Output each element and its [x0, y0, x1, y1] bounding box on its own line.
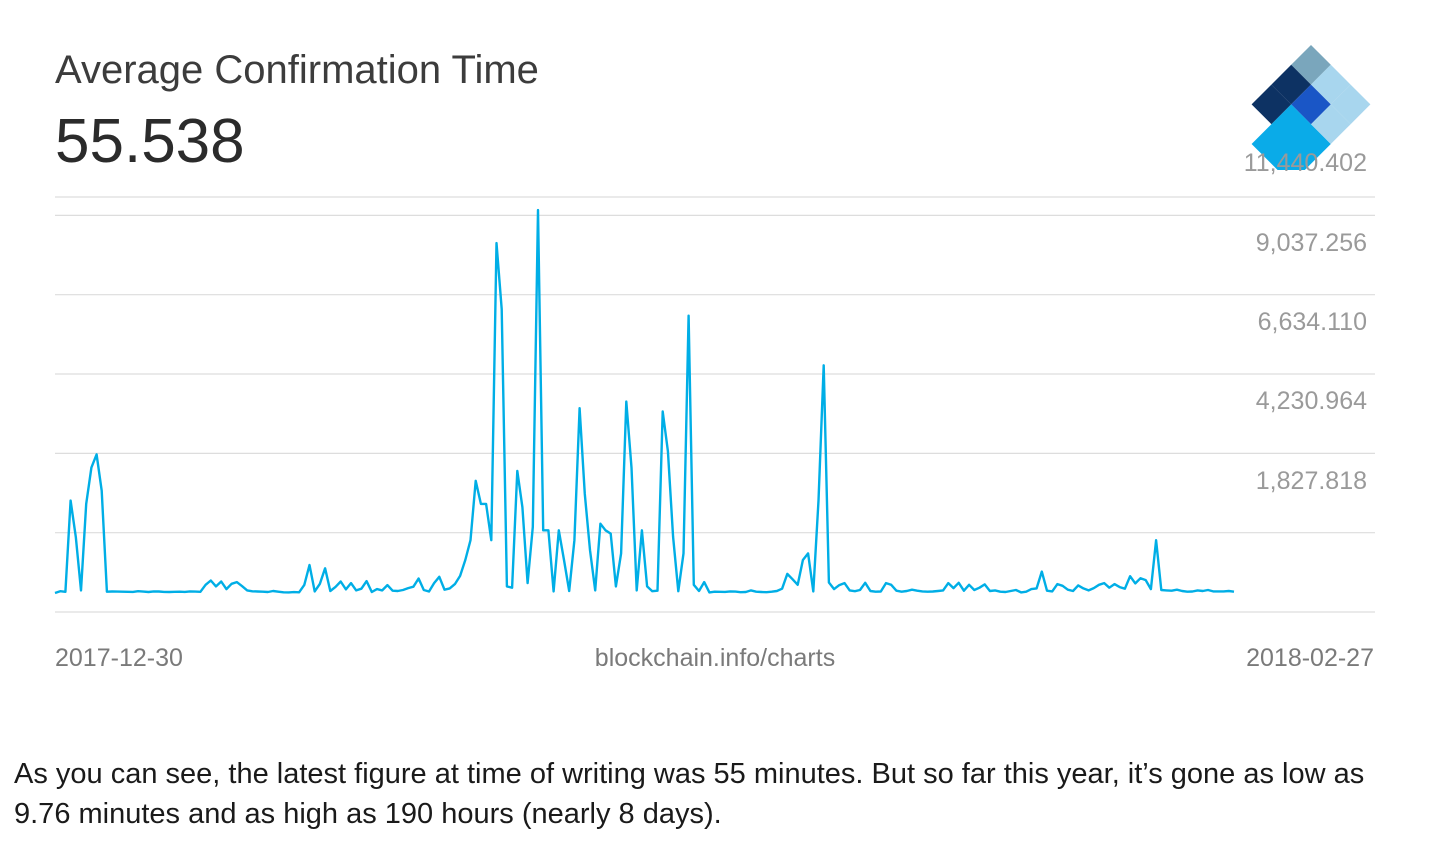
x-tick-label: 2018-02-27: [1246, 644, 1374, 672]
line-chart: [54, 196, 1375, 613]
y-tick-label: 4,230.964: [1255, 387, 1367, 416]
y-tick-label: 11,440.402: [1243, 149, 1367, 178]
logo-tile: [1330, 84, 1371, 125]
blockchain-diamond-logo-icon: [1251, 45, 1371, 170]
chart-source-label: blockchain.info/charts: [594, 644, 836, 672]
series-line: [54, 208, 1235, 595]
x-tick-label: 2017-12-30: [55, 644, 183, 672]
y-tick-label: 1,827.818: [1255, 466, 1367, 495]
y-tick-label: 9,037.256: [1255, 228, 1367, 257]
logo-tile: [1251, 84, 1292, 125]
y-tick-label: 6,634.110: [1257, 308, 1367, 337]
current-value: 55.538: [55, 107, 245, 176]
caption-text: As you can see, the latest figure at tim…: [14, 758, 1365, 830]
chart-title: Average Confirmation Time: [55, 48, 539, 92]
